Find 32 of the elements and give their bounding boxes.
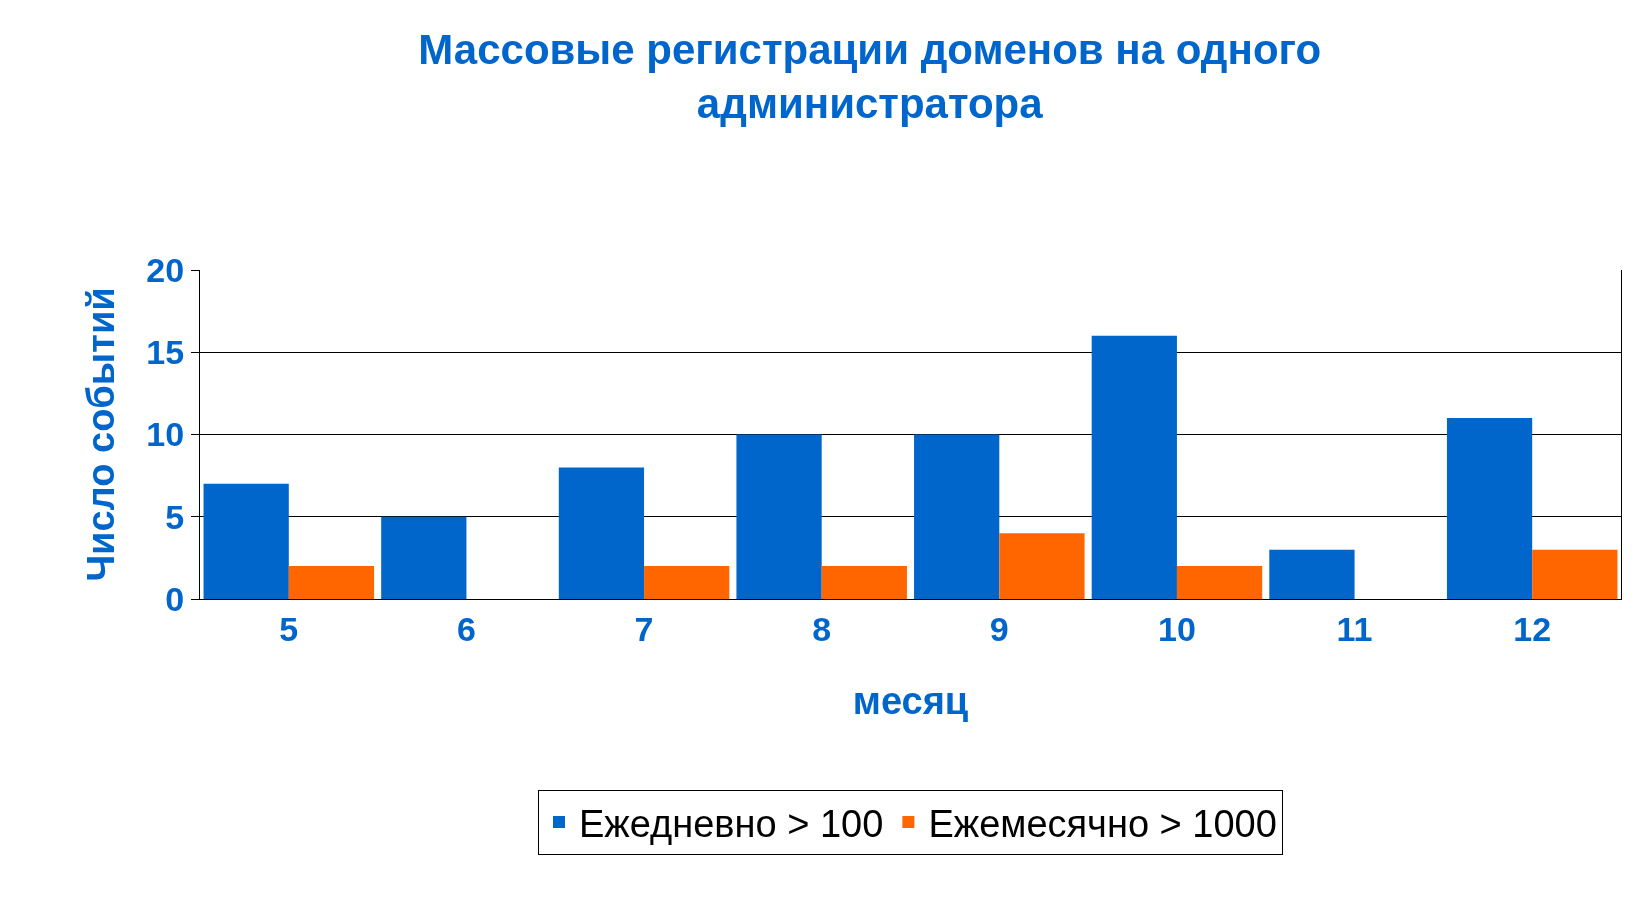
chart-title: Массовые регистрации доменов на одного администратора <box>418 25 1322 128</box>
bar <box>381 516 467 599</box>
bar <box>1091 335 1177 599</box>
bar <box>558 467 645 599</box>
y-axis-title: Число событий <box>79 287 122 582</box>
y-tick-label: 0 <box>165 579 185 618</box>
y-tick-label: 20 <box>146 250 185 289</box>
x-tick-label: 8 <box>812 609 832 648</box>
bar <box>203 483 289 599</box>
x-tick-label: 5 <box>279 609 299 648</box>
bar <box>288 566 375 599</box>
x-tick-label: 12 <box>1513 609 1552 648</box>
bar <box>1446 418 1533 599</box>
legend-label: Ежедневно > 100 <box>579 802 884 845</box>
bar <box>1532 549 1618 599</box>
x-tick-label: 10 <box>1158 609 1196 648</box>
x-tick-label: 9 <box>989 609 1009 648</box>
bar <box>736 434 822 599</box>
bar <box>914 434 1000 599</box>
bar <box>1269 549 1355 599</box>
bar <box>999 533 1085 599</box>
bar <box>1176 566 1263 599</box>
y-tick-label: 15 <box>146 333 185 372</box>
legend-label: Ежемесячно > 1000 <box>928 802 1277 845</box>
x-tick-label: 7 <box>634 609 654 648</box>
x-axis-title: месяц <box>852 679 969 722</box>
x-tick-label: 6 <box>456 609 476 648</box>
bar <box>821 566 907 599</box>
x-tick-label: 11 <box>1336 609 1373 648</box>
y-tick-label: 10 <box>146 415 185 454</box>
y-tick-label: 5 <box>165 497 185 536</box>
bar <box>644 566 730 599</box>
